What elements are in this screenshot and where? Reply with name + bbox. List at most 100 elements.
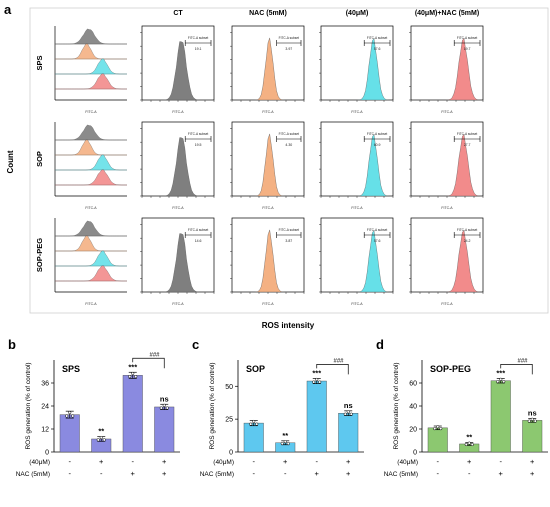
treatment-sign: -	[284, 469, 287, 478]
gate-label: FITC-A subset	[457, 36, 477, 40]
gate-label: FITC-A subset	[279, 132, 299, 136]
overlay-histogram	[55, 250, 127, 267]
treatment-sign: -	[69, 457, 72, 466]
histogram-axis-label: FITC-A	[262, 206, 274, 210]
gate-value: 19.5	[195, 143, 202, 147]
bar	[427, 427, 448, 453]
comparison-bracket	[316, 364, 349, 375]
gate-value: 19.7	[464, 47, 471, 51]
data-point	[128, 375, 132, 379]
gate-value: 57.6	[374, 47, 381, 51]
treatment-sign: +	[467, 457, 472, 466]
data-point	[533, 419, 537, 423]
y-tick-label: 25	[225, 417, 233, 424]
data-point	[165, 406, 169, 410]
treatment-sign: -	[253, 457, 256, 466]
histogram-0-1	[234, 37, 302, 101]
overlay-histogram	[55, 58, 127, 75]
significance-label: ns	[528, 409, 537, 418]
bar	[306, 380, 327, 453]
overlay-histogram	[55, 73, 127, 90]
bracket-label: ###	[333, 358, 344, 364]
y-axis-label: ROS generation (% of control)	[209, 362, 216, 449]
treatment-label: (40μM)	[397, 459, 418, 466]
significance-label: **	[466, 433, 472, 442]
treatment-sign: +	[499, 469, 504, 478]
data-point	[252, 419, 256, 424]
histogram-axis-label: FITC-A	[441, 206, 453, 210]
gate-value: 19.1	[195, 47, 202, 51]
data-point	[343, 412, 347, 416]
column-header: CT	[173, 10, 183, 17]
data-point	[433, 427, 437, 431]
y-tick-label: 24	[41, 404, 49, 411]
panel-a-x-title: ROS intensity	[262, 321, 315, 330]
gate-value: 14.6	[195, 239, 202, 243]
y-tick-label: 36	[41, 381, 49, 388]
treatment-label: NAC (5mM)	[384, 471, 418, 478]
histogram-2-3	[413, 229, 482, 293]
data-point	[315, 377, 319, 382]
chart-title: SPS	[62, 364, 80, 374]
bracket-label: ###	[517, 358, 528, 364]
y-tick-label: 12	[41, 427, 49, 434]
data-point	[470, 442, 474, 447]
treatment-sign: +	[283, 457, 288, 466]
data-point	[71, 414, 75, 418]
panel-letter: c	[192, 337, 199, 352]
histogram-axis-label: FITC-A	[351, 110, 363, 114]
data-point	[496, 380, 500, 384]
bar-chart-c: c SOP ROS generation (% of control) 0 25 50 **…	[192, 337, 364, 478]
treatment-sign: +	[530, 469, 535, 478]
data-point	[286, 442, 290, 446]
histogram-1-2	[323, 134, 391, 197]
y-tick-label: 60	[409, 381, 417, 388]
histogram-0-3	[413, 37, 482, 101]
overlay-histogram	[55, 154, 127, 171]
treatment-sign: -	[100, 469, 103, 478]
gate-value: 27.7	[464, 143, 471, 147]
data-point	[436, 425, 440, 429]
data-point	[530, 417, 534, 421]
treatment-sign: +	[315, 469, 320, 478]
gate-value: 57.6	[374, 239, 381, 243]
treatment-label: (40μM)	[29, 459, 50, 466]
y-tick-label: 50	[225, 384, 233, 391]
gate-value: 4.30	[285, 143, 292, 147]
treatment-sign: -	[316, 457, 319, 466]
treatment-sign: +	[530, 457, 535, 466]
y-tick-label: 0	[45, 450, 49, 457]
significance-label: **	[98, 427, 104, 436]
significance-label: ***	[496, 368, 505, 377]
treatment-sign: -	[468, 469, 471, 478]
data-point	[283, 440, 287, 444]
gate-value: 3.97	[285, 47, 292, 51]
column-header: (40μM)+NAC (5mM)	[415, 10, 479, 17]
overlay-histogram	[55, 43, 127, 60]
y-axis-label: ROS generation (% of control)	[393, 362, 400, 449]
data-point	[467, 441, 471, 445]
panel-a-letter: a	[4, 2, 12, 17]
gate-label: FITC-A subset	[188, 36, 208, 40]
histogram-0-0	[144, 41, 212, 101]
data-point	[249, 422, 253, 426]
y-tick-label: 20	[409, 427, 417, 434]
overlay-axis-label: FITC-A	[85, 206, 97, 210]
data-point	[96, 438, 100, 442]
data-point	[280, 442, 284, 446]
treatment-sign: +	[346, 469, 351, 478]
treatment-sign: +	[162, 469, 167, 478]
histogram-axis-label: FITC-A	[262, 110, 274, 114]
overlay-histogram	[55, 220, 127, 237]
histogram-axis-label: FITC-A	[441, 110, 453, 114]
overlay-histogram	[55, 265, 127, 282]
data-point	[439, 427, 443, 431]
gate-label: FITC-A subset	[367, 36, 387, 40]
histogram-2-1	[234, 229, 302, 293]
significance-label: ***	[128, 362, 137, 371]
overlay-histogram	[55, 169, 127, 186]
row-label: SOP-PEG	[35, 238, 44, 272]
bar	[338, 413, 359, 453]
histogram-1-3	[413, 133, 482, 197]
